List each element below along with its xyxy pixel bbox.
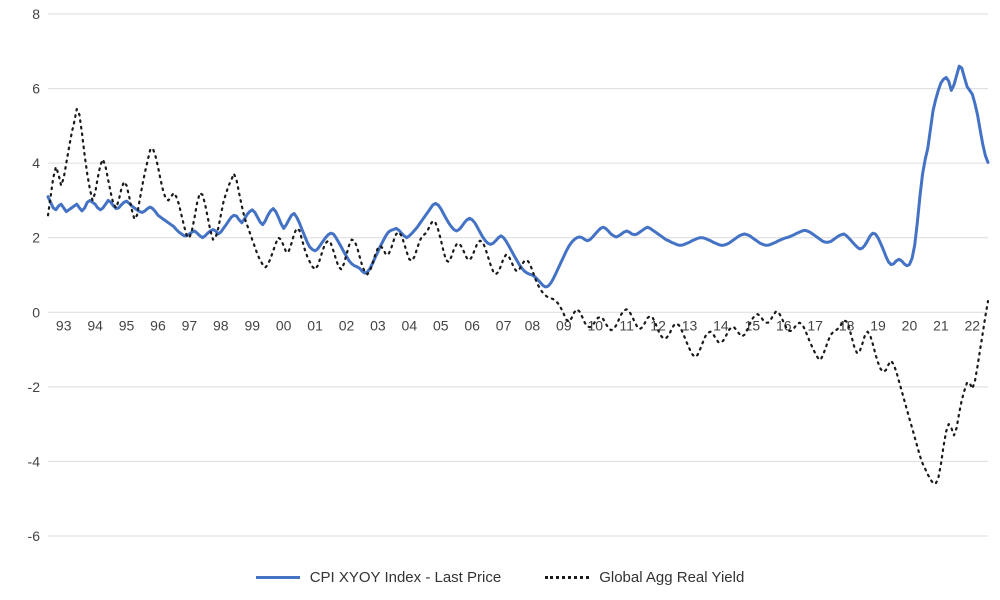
svg-text:01: 01	[307, 317, 323, 333]
chart-plot-area: -6-4-20246893949596979899000102030405060…	[0, 0, 1000, 600]
svg-text:09: 09	[556, 317, 572, 333]
svg-text:10: 10	[587, 317, 603, 333]
svg-text:94: 94	[87, 317, 103, 333]
svg-text:06: 06	[464, 317, 480, 333]
svg-text:-2: -2	[28, 379, 41, 395]
svg-text:07: 07	[496, 317, 512, 333]
svg-text:6: 6	[32, 81, 40, 97]
legend-item: Global Agg Real Yield	[545, 569, 744, 586]
svg-text:04: 04	[402, 317, 418, 333]
svg-text:14: 14	[713, 317, 729, 333]
svg-text:93: 93	[56, 317, 72, 333]
svg-text:20: 20	[902, 317, 918, 333]
svg-text:-4: -4	[28, 453, 41, 469]
svg-text:96: 96	[150, 317, 166, 333]
legend-label: CPI XYOY Index - Last Price	[310, 569, 501, 586]
svg-text:2: 2	[32, 230, 40, 246]
series-line	[48, 66, 988, 287]
svg-text:98: 98	[213, 317, 229, 333]
svg-text:4: 4	[32, 155, 40, 171]
svg-text:02: 02	[339, 317, 355, 333]
svg-text:99: 99	[244, 317, 260, 333]
svg-text:22: 22	[965, 317, 981, 333]
svg-text:08: 08	[525, 317, 541, 333]
legend-swatch	[545, 576, 589, 579]
svg-text:95: 95	[119, 317, 135, 333]
svg-text:19: 19	[870, 317, 886, 333]
svg-text:05: 05	[433, 317, 449, 333]
svg-text:00: 00	[276, 317, 292, 333]
svg-text:03: 03	[370, 317, 386, 333]
svg-text:-6: -6	[28, 528, 41, 544]
svg-text:13: 13	[682, 317, 698, 333]
svg-text:11: 11	[619, 317, 634, 333]
svg-text:8: 8	[32, 6, 40, 22]
series-line	[48, 109, 988, 484]
chart-legend: CPI XYOY Index - Last Price Global Agg Re…	[0, 566, 1000, 586]
svg-text:17: 17	[807, 317, 823, 333]
svg-text:0: 0	[32, 304, 40, 320]
legend-item: CPI XYOY Index - Last Price	[256, 569, 501, 586]
line-chart: -6-4-20246893949596979899000102030405060…	[0, 0, 1000, 600]
svg-text:97: 97	[182, 317, 198, 333]
legend-label: Global Agg Real Yield	[599, 569, 744, 586]
svg-text:21: 21	[933, 317, 949, 333]
legend-swatch	[256, 576, 300, 579]
